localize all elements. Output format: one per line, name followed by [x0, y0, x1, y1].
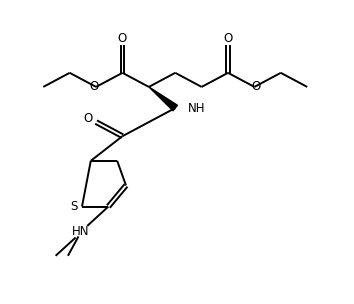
Polygon shape	[149, 87, 177, 111]
Text: O: O	[223, 32, 233, 45]
Text: O: O	[84, 112, 93, 125]
Text: HN: HN	[72, 225, 89, 238]
Text: O: O	[118, 32, 127, 45]
Text: O: O	[252, 80, 261, 93]
Text: S: S	[70, 200, 78, 213]
Text: O: O	[90, 80, 99, 93]
Text: NH: NH	[188, 102, 205, 115]
